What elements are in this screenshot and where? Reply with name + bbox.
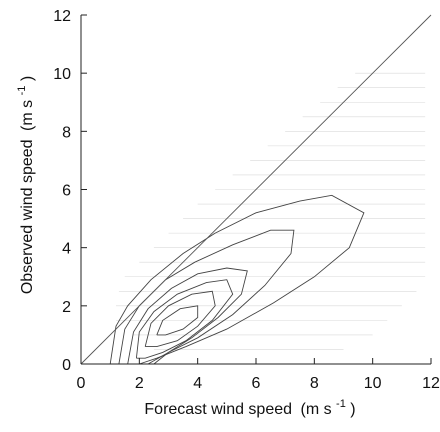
x-tick-label-12: 12 [422, 375, 440, 392]
contours [109, 194, 365, 365]
contour-2 [118, 229, 295, 365]
y-axis-label: Observed wind speed (m s -1 ) [12, 76, 36, 294]
y-tick-label-10: 10 [53, 66, 71, 83]
y-tick-label-0: 0 [62, 357, 71, 374]
reference-line-group [80, 14, 432, 365]
contour-1 [109, 194, 365, 365]
contour-4 [135, 279, 234, 359]
contour-3 [127, 267, 248, 365]
x-axis-label: Forecast wind speed (m s -1 ) [144, 394, 355, 418]
y-tick-label-8: 8 [62, 124, 71, 141]
y-ticks: 0 2 4 6 8 10 12 [53, 8, 87, 374]
y-tick-label-4: 4 [62, 241, 71, 258]
x-tick-label-10: 10 [364, 375, 382, 392]
y-tick-label-12: 12 [53, 8, 71, 25]
y-tick-label-6: 6 [62, 183, 71, 200]
x-tick-label-6: 6 [252, 375, 261, 392]
x-tick-label-4: 4 [193, 375, 202, 392]
contour-5 [144, 290, 216, 348]
x-ticks: 0 2 4 6 8 10 12 [77, 358, 440, 392]
y-tick-label-2: 2 [62, 299, 71, 316]
reference-line [80, 14, 432, 365]
x-tick-label-8: 8 [310, 375, 319, 392]
contour-6 [156, 305, 199, 336]
x-tick-label-0: 0 [77, 375, 86, 392]
x-tick-label-2: 2 [135, 375, 144, 392]
scatter-bands [116, 72, 426, 350]
